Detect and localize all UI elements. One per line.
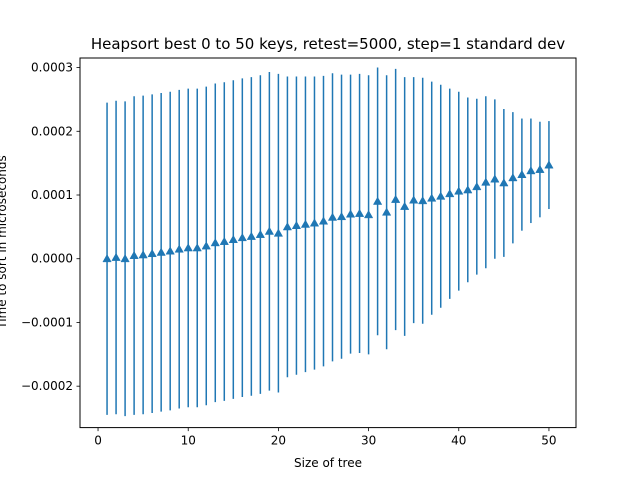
data-point — [228, 234, 238, 244]
data-point — [436, 191, 446, 200]
y-tick-label: 0.0001 — [31, 188, 73, 202]
y-tick-label: −0.0002 — [21, 379, 73, 393]
axes-frame — [79, 57, 577, 429]
data-point — [282, 222, 293, 231]
data-point — [418, 196, 428, 205]
data-point — [156, 247, 166, 256]
data-point — [192, 243, 202, 252]
data-point — [463, 185, 473, 194]
data-point — [363, 210, 374, 219]
x-tick-label: 30 — [361, 434, 376, 448]
data-point — [147, 248, 157, 258]
data-point — [490, 174, 500, 183]
data-point — [174, 244, 184, 253]
data-point — [219, 236, 229, 245]
data-point — [129, 250, 139, 259]
data-point — [102, 254, 112, 263]
data-point — [526, 166, 536, 175]
data-point — [445, 189, 455, 198]
data-point — [535, 164, 545, 173]
y-axis: −0.0002 −0.0001 0.0000 0.0001 0.0002 0.0003 — [21, 61, 80, 393]
data-point — [544, 160, 554, 169]
data-point — [309, 218, 320, 227]
data-point — [381, 207, 392, 216]
x-tick-label: 0 — [94, 434, 102, 448]
data-point — [165, 246, 175, 255]
data-point — [183, 243, 193, 252]
data-point — [246, 231, 256, 240]
data-point — [409, 195, 419, 204]
data-point — [264, 226, 275, 235]
data-point — [400, 201, 410, 210]
data-point — [318, 216, 329, 225]
data-point — [499, 178, 509, 187]
x-tick-label: 20 — [271, 434, 286, 448]
x-tick-label: 10 — [181, 434, 196, 448]
data-point — [454, 186, 464, 195]
data-point — [273, 228, 284, 237]
data-point — [111, 252, 121, 261]
data-point — [255, 229, 265, 238]
data-point — [481, 177, 491, 186]
data-point — [508, 173, 518, 182]
y-tick-label: 0.0003 — [31, 61, 73, 75]
data-point — [372, 196, 383, 205]
data-point — [291, 220, 302, 229]
x-axis: 0 10 20 30 40 50 — [94, 427, 557, 448]
data-point — [327, 212, 338, 221]
data-point — [345, 209, 356, 218]
y-tick-label: −0.0001 — [21, 315, 73, 329]
data-point — [120, 254, 130, 263]
data-point — [391, 194, 401, 203]
data-point — [201, 241, 211, 250]
x-tick-label: 50 — [541, 434, 556, 448]
x-tick-label: 40 — [451, 434, 466, 448]
data-point — [300, 219, 311, 228]
x-axis-label: Size of tree — [294, 456, 362, 470]
data-point — [336, 211, 347, 221]
data-point — [138, 250, 148, 259]
data-point — [427, 193, 437, 202]
chart-title: Heapsort best 0 to 50 keys, retest=5000,… — [91, 35, 565, 53]
data-point — [354, 208, 365, 217]
data-point — [237, 232, 247, 242]
y-tick-label: 0.0002 — [31, 124, 73, 138]
y-tick-label: 0.0000 — [31, 252, 73, 266]
data-point — [517, 169, 527, 179]
y-axis-label: Time to sort in microseconds — [0, 155, 9, 330]
data-point — [472, 182, 482, 191]
data-point — [210, 238, 220, 247]
plot-area — [102, 67, 554, 417]
